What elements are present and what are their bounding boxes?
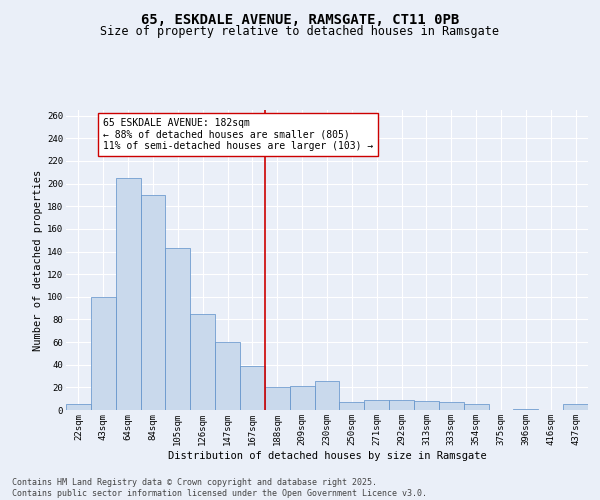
Bar [439,402,464,410]
Bar [265,388,290,410]
Bar [116,178,140,410]
Bar [66,404,91,410]
Bar [340,402,364,410]
Bar [166,248,190,410]
Bar [240,366,265,410]
Bar [514,409,538,410]
Text: 65 ESKDALE AVENUE: 182sqm
← 88% of detached houses are smaller (805)
11% of semi: 65 ESKDALE AVENUE: 182sqm ← 88% of detac… [103,118,374,151]
Bar [140,195,166,410]
Text: Size of property relative to detached houses in Ramsgate: Size of property relative to detached ho… [101,25,499,38]
Text: 65, ESKDALE AVENUE, RAMSGATE, CT11 0PB: 65, ESKDALE AVENUE, RAMSGATE, CT11 0PB [141,12,459,26]
Bar [389,400,414,410]
Bar [190,314,215,410]
Bar [290,386,314,410]
Y-axis label: Number of detached properties: Number of detached properties [33,170,43,350]
Bar [563,404,588,410]
Text: Contains HM Land Registry data © Crown copyright and database right 2025.
Contai: Contains HM Land Registry data © Crown c… [12,478,427,498]
Bar [414,401,439,410]
Bar [464,404,488,410]
Bar [314,380,340,410]
X-axis label: Distribution of detached houses by size in Ramsgate: Distribution of detached houses by size … [167,450,487,460]
Bar [364,400,389,410]
Bar [215,342,240,410]
Bar [91,297,116,410]
